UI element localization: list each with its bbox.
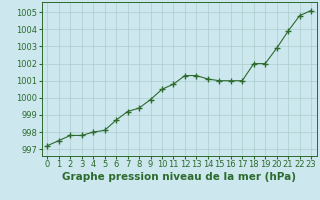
X-axis label: Graphe pression niveau de la mer (hPa): Graphe pression niveau de la mer (hPa): [62, 172, 296, 182]
